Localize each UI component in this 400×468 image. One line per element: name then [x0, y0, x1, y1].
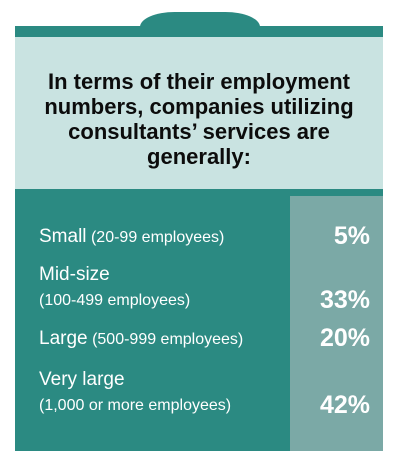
header-panel: In terms of their employment numbers, co… [15, 37, 383, 189]
percent-value: 5% [333, 222, 370, 250]
row-label-detail: (1,000 or more employees) [39, 393, 231, 418]
row-label: Small (20-99 employees) [39, 224, 224, 250]
category-detail: (1,000 or more employees) [39, 397, 232, 414]
category-name: Very large [39, 369, 125, 390]
percent-value: 33% [319, 286, 370, 314]
chart-title: In terms of their employment numbers, co… [44, 69, 354, 169]
row-label-detail: (100-499 employees) [39, 288, 190, 313]
category-name: Mid-size [39, 264, 110, 285]
category-detail: (100-499 employees) [39, 292, 191, 309]
row-label: Mid-size [39, 262, 110, 288]
percent-value: 20% [319, 324, 370, 352]
infographic-panel: In terms of their employment numbers, co… [15, 26, 383, 451]
row-label: Very large [39, 367, 125, 393]
row-label: Large (500-999 employees) [39, 326, 243, 352]
value-column [290, 196, 383, 451]
category-detail: (20-99 employees) [90, 229, 225, 246]
percent-value: 42% [319, 391, 370, 419]
category-name: Small [39, 226, 87, 247]
category-detail: (500-999 employees) [92, 331, 244, 348]
category-name: Large [39, 328, 88, 349]
